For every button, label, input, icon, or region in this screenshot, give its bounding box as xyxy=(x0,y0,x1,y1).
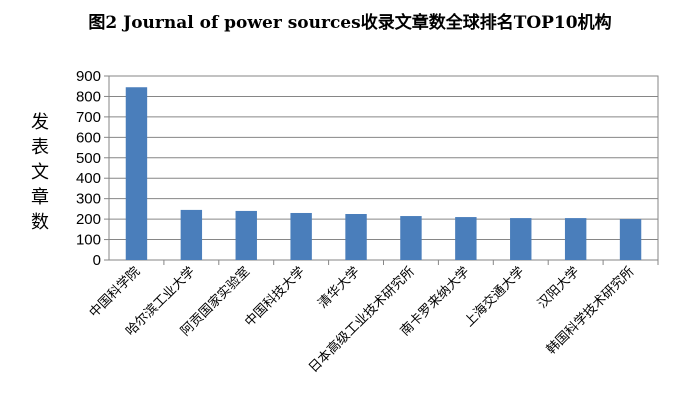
bar xyxy=(455,217,477,260)
y-tick-label: 500 xyxy=(76,150,101,167)
y-axis-label: 发表文章数 xyxy=(31,112,49,233)
y-tick-label: 100 xyxy=(76,232,101,249)
bar xyxy=(510,218,532,260)
y-tick-label: 400 xyxy=(76,170,101,187)
y-tick-label: 0 xyxy=(93,252,101,269)
y-tick-label: 700 xyxy=(76,109,101,126)
bar xyxy=(619,219,642,260)
chart-title: 图2 Journal of power sources收录文章数全球排名TOP1… xyxy=(88,13,612,33)
y-tick-label: 800 xyxy=(76,88,101,105)
x-tick-label: 清华大学 xyxy=(315,264,363,312)
y-tick-label: 200 xyxy=(76,211,101,228)
bar xyxy=(564,218,587,260)
x-tick-label: 中国科学院 xyxy=(86,264,143,321)
bar xyxy=(180,209,203,260)
y-tick-label: 300 xyxy=(76,191,101,208)
x-tick-label: 日本高级工业技术研究所 xyxy=(305,264,417,376)
x-tick-label: 汉阳大学 xyxy=(534,264,582,312)
bar xyxy=(125,87,148,260)
y-tick-label: 600 xyxy=(76,129,101,146)
bar xyxy=(345,214,367,260)
y-tick-label: 900 xyxy=(76,68,101,85)
bar xyxy=(235,210,257,260)
bar xyxy=(400,216,422,260)
bar xyxy=(290,212,312,260)
